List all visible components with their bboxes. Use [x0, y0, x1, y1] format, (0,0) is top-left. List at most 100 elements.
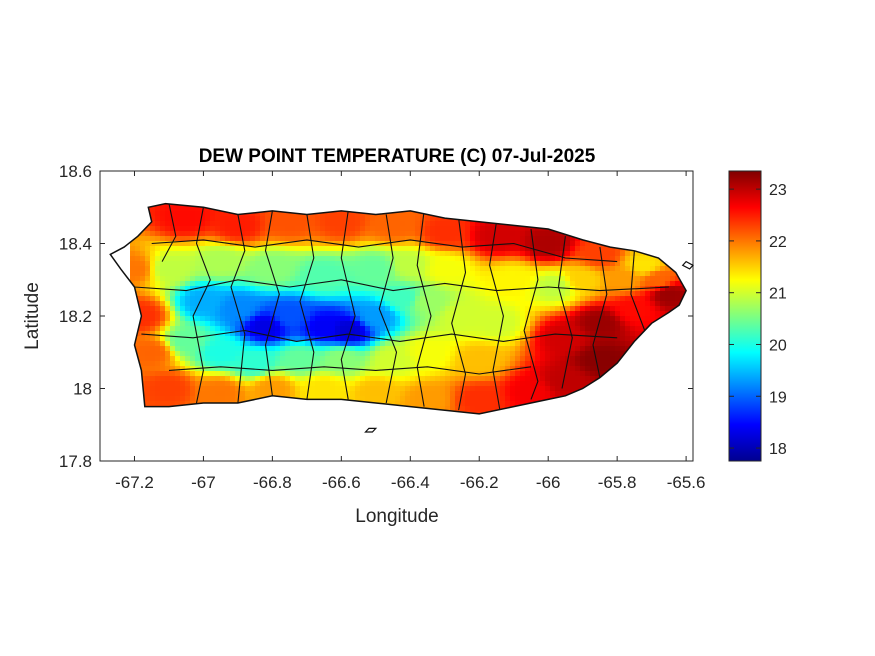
- field-cell: [190, 341, 196, 347]
- field-cell: [595, 291, 601, 297]
- field-cell: [205, 381, 211, 387]
- field-cell: [375, 281, 381, 287]
- field-cell: [205, 266, 211, 272]
- field-cell: [495, 256, 501, 262]
- field-cell: [215, 246, 221, 252]
- field-cell: [440, 321, 446, 327]
- field-cell: [355, 276, 361, 282]
- field-cell: [460, 351, 466, 357]
- field-cell: [525, 301, 531, 307]
- field-cell: [250, 236, 256, 242]
- field-cell: [435, 266, 441, 272]
- field-cell: [240, 296, 246, 302]
- field-cell: [205, 306, 211, 312]
- field-cell: [270, 361, 276, 367]
- field-cell: [520, 281, 526, 287]
- field-cell: [280, 381, 286, 387]
- field-cell: [190, 241, 196, 247]
- field-cell: [230, 216, 236, 222]
- field-cell: [220, 286, 226, 292]
- field-cell: [515, 336, 521, 342]
- field-cell: [345, 311, 351, 317]
- field-cell: [265, 241, 271, 247]
- field-cell: [340, 361, 346, 367]
- field-cell: [335, 301, 341, 307]
- field-cell: [430, 316, 436, 322]
- field-cell: [150, 221, 156, 227]
- field-cell: [310, 386, 316, 392]
- field-cell: [160, 291, 166, 297]
- field-cell: [430, 251, 436, 257]
- field-cell: [415, 301, 421, 307]
- field-cell: [325, 391, 331, 397]
- field-cell: [260, 296, 266, 302]
- field-cell: [535, 226, 541, 232]
- field-cell: [590, 351, 596, 357]
- field-cell: [580, 366, 586, 372]
- field-cell: [515, 236, 521, 242]
- field-cell: [480, 316, 486, 322]
- field-cell: [210, 261, 216, 267]
- field-cell: [595, 321, 601, 327]
- field-cell: [160, 341, 166, 347]
- field-cell: [180, 211, 186, 217]
- field-cell: [175, 216, 181, 222]
- field-cell: [610, 276, 616, 282]
- field-cell: [675, 281, 681, 287]
- field-cell: [285, 316, 291, 322]
- field-cell: [550, 356, 556, 362]
- field-cell: [145, 351, 151, 357]
- field-cell: [330, 306, 336, 312]
- field-cell: [300, 216, 306, 222]
- field-cell: [215, 306, 221, 312]
- field-cell: [255, 286, 261, 292]
- field-cell: [660, 281, 666, 287]
- field-cell: [270, 371, 276, 377]
- field-cell: [185, 261, 191, 267]
- field-cell: [585, 381, 591, 387]
- field-cell: [285, 256, 291, 262]
- field-cell: [255, 276, 261, 282]
- field-cell: [285, 251, 291, 257]
- field-cell: [450, 371, 456, 377]
- field-cell: [350, 211, 356, 217]
- field-cell: [600, 371, 606, 377]
- field-cell: [540, 316, 546, 322]
- field-cell: [545, 311, 551, 317]
- field-cell: [210, 391, 216, 397]
- field-cell: [340, 306, 346, 312]
- field-cell: [355, 251, 361, 257]
- field-cell: [235, 281, 241, 287]
- field-cell: [180, 371, 186, 377]
- field-cell: [470, 361, 476, 367]
- field-cell: [590, 261, 596, 267]
- field-cell: [450, 356, 456, 362]
- field-cell: [375, 246, 381, 252]
- field-cell: [545, 281, 551, 287]
- field-cell: [255, 296, 261, 302]
- field-cell: [430, 331, 436, 337]
- field-cell: [435, 396, 441, 402]
- field-cell: [585, 356, 591, 362]
- field-cell: [620, 286, 626, 292]
- field-cell: [340, 281, 346, 287]
- field-cell: [315, 341, 321, 347]
- field-cell: [320, 231, 326, 237]
- field-cell: [550, 376, 556, 382]
- field-cell: [325, 361, 331, 367]
- field-cell: [595, 306, 601, 312]
- field-cell: [250, 266, 256, 272]
- field-cell: [535, 286, 541, 292]
- field-cell: [495, 241, 501, 247]
- field-cell: [410, 356, 416, 362]
- field-cell: [540, 351, 546, 357]
- field-cell: [460, 341, 466, 347]
- field-cell: [315, 221, 321, 227]
- field-cell: [395, 341, 401, 347]
- field-cell: [575, 366, 581, 372]
- field-cell: [130, 246, 136, 252]
- field-cell: [245, 316, 251, 322]
- field-cell: [620, 341, 626, 347]
- field-cell: [235, 316, 241, 322]
- field-cell: [510, 361, 516, 367]
